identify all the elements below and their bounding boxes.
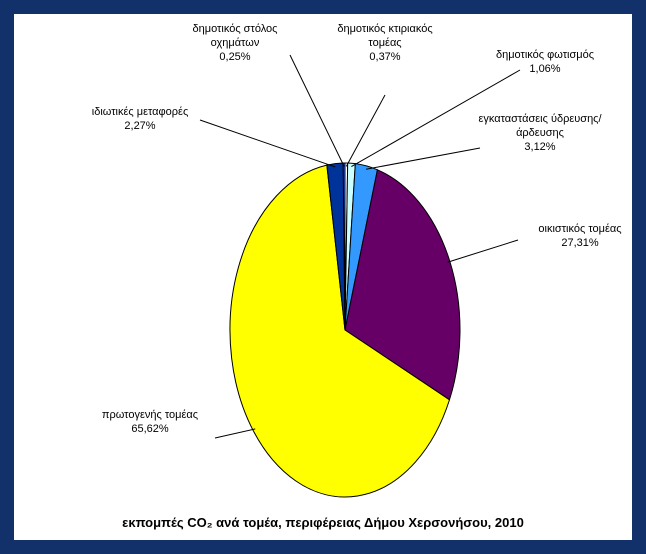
value-label: 27,31% xyxy=(561,237,599,249)
value-label: 0,25% xyxy=(219,51,251,63)
slice-label: εγκαταστάσεις ύδρευσης/άρδευσης 3,12% xyxy=(475,112,605,154)
category-label: δημοτικός στόλος οχημάτων xyxy=(192,23,278,49)
pie-slice xyxy=(344,169,461,401)
pie-slice xyxy=(229,164,451,498)
slice-label: δημοτικός φωτισμός 1,06% xyxy=(480,48,610,76)
leader-line xyxy=(214,428,256,439)
slice-label: πρωτογενής τομέας 65,62% xyxy=(85,408,215,436)
category-label: οικιστικός τομέας xyxy=(538,223,622,235)
category-label: ιδιωτικές μεταφορές xyxy=(91,106,189,118)
value-label: 0,37% xyxy=(369,51,401,63)
leader-line xyxy=(345,94,386,167)
category-label: δημοτικός κτιριακός τομέας xyxy=(337,23,433,49)
leader-line xyxy=(289,54,345,167)
leader-line xyxy=(199,119,336,168)
category-label: δημοτικός φωτισμός xyxy=(495,49,595,61)
value-label: 65,62% xyxy=(131,423,169,435)
slice-label: οικιστικός τομέας 27,31% xyxy=(515,222,645,250)
category-label: εγκαταστάσεις ύδρευσης/άρδευσης xyxy=(478,113,602,139)
value-label: 3,12% xyxy=(524,141,556,153)
category-label: πρωτογενής τομέας xyxy=(101,409,199,421)
leader-line xyxy=(351,69,521,168)
chart-title: εκπομπές CO₂ ανά τομέα, περιφέρειας Δήμο… xyxy=(122,515,524,530)
slice-label: ιδιωτικές μεταφορές 2,27% xyxy=(75,105,205,133)
pie-slice xyxy=(342,162,346,331)
value-label: 2,27% xyxy=(124,120,156,132)
leader-line xyxy=(447,239,519,263)
leader-line xyxy=(365,147,481,170)
value-label: 1,06% xyxy=(529,63,561,75)
slice-label: δημοτικός στόλος οχημάτων 0,25% xyxy=(170,22,300,64)
slice-label: δημοτικός κτιριακός τομέας 0,37% xyxy=(320,22,450,64)
